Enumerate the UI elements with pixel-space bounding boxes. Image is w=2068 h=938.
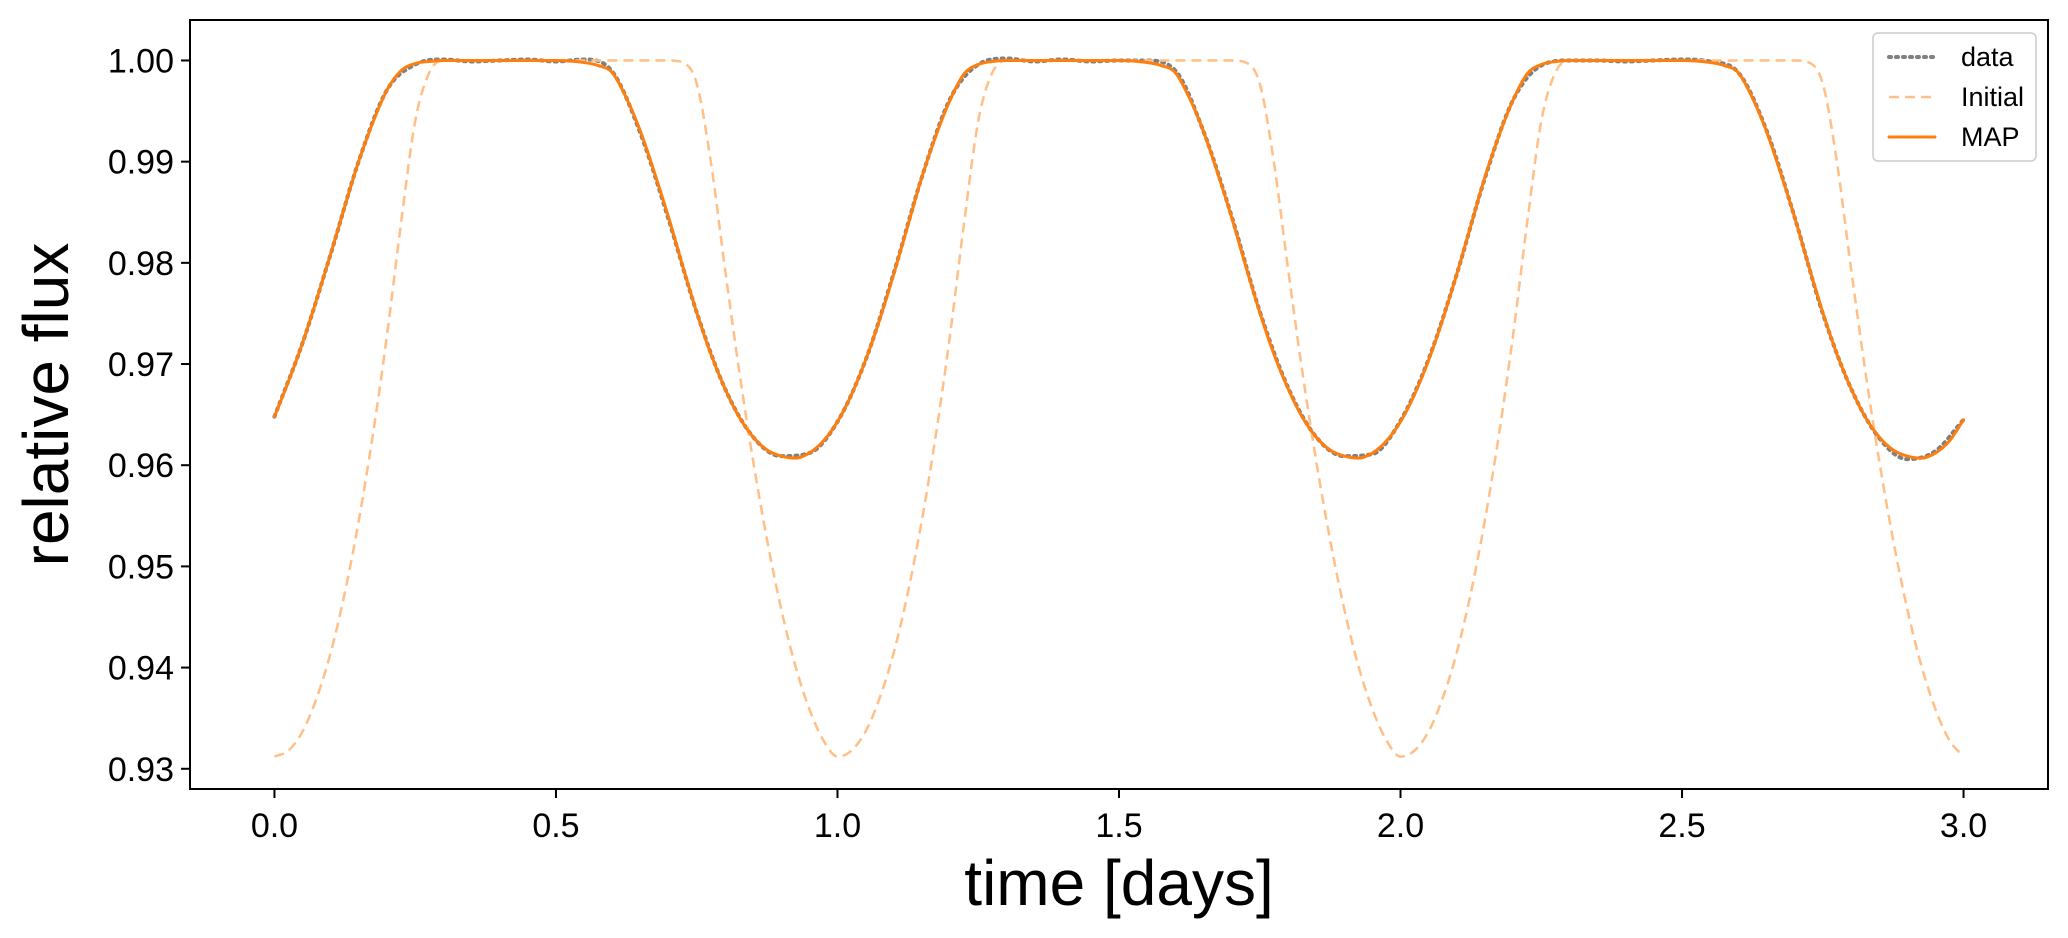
x-tick-label: 1.0	[814, 807, 861, 845]
x-axis: 0.0 0.5 1.0 1.5 2.0 2.5 3.0	[251, 789, 1987, 845]
legend-label-initial: Initial	[1961, 82, 2024, 112]
legend-label-data: data	[1961, 42, 2015, 72]
y-tick-label: 0.98	[108, 245, 174, 283]
y-tick-label: 1.00	[108, 42, 174, 80]
y-tick-label: 0.95	[108, 548, 174, 586]
y-axis: 0.93 0.94 0.95 0.96 0.97 0.98 0.99 1.00	[108, 42, 190, 789]
x-tick-label: 2.5	[1658, 807, 1705, 845]
y-tick-label: 0.94	[108, 650, 174, 688]
x-tick-label: 1.5	[1095, 807, 1142, 845]
x-tick-label: 3.0	[1940, 807, 1987, 845]
y-axis-label: relative flux	[10, 243, 82, 567]
legend-box	[1872, 32, 2037, 162]
legend: data Initial MAP	[1872, 32, 2037, 162]
x-axis-label: time [days]	[964, 847, 1273, 919]
plot-layer	[272, 56, 1966, 758]
y-tick-label: 0.93	[108, 751, 174, 789]
y-tick-label: 0.96	[108, 447, 174, 485]
series-line-map	[272, 58, 1966, 460]
x-tick-label: 0.0	[251, 807, 298, 845]
y-tick-label: 0.97	[108, 346, 174, 384]
legend-label-map: MAP	[1961, 122, 2020, 152]
x-tick-label: 2.0	[1377, 807, 1424, 845]
y-tick-label: 0.99	[108, 144, 174, 182]
x-tick-label: 0.5	[532, 807, 579, 845]
